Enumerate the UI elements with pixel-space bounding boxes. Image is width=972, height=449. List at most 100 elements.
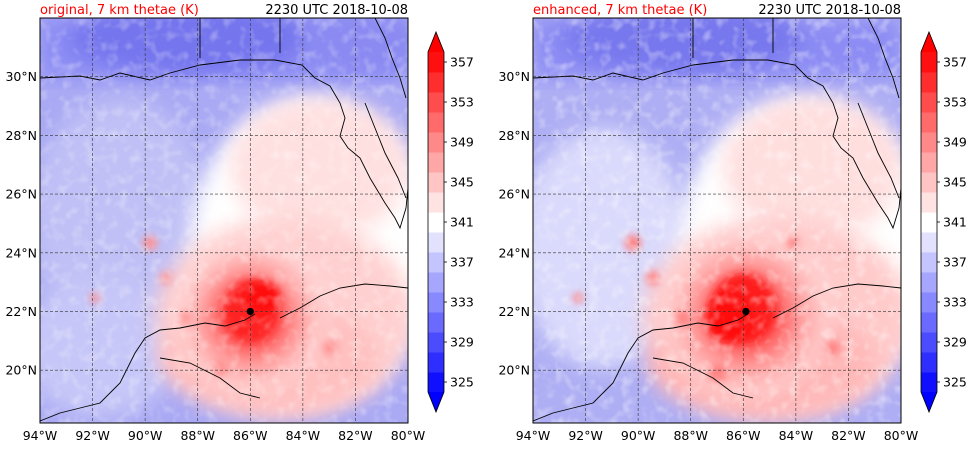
panel-enhanced: 94°W 92°W 90°W 88°W 86°W 84°W 82°W 80°W 20°N 22°N…	[498, 3, 966, 443]
colorbar-bin	[428, 252, 444, 273]
colorbar-bin	[921, 192, 937, 213]
colorbar-bin	[428, 312, 444, 333]
colorbar-tick-label: 341	[943, 215, 967, 230]
lat-tick-label: 26°N	[498, 187, 530, 202]
lat-tick-label: 30°N	[498, 69, 530, 84]
colorbar-tick-label: 329	[450, 335, 474, 350]
lat-tick-label: 28°N	[498, 128, 530, 143]
map-frame-original	[39, 17, 409, 424]
lon-tick-label: 94°W	[516, 428, 551, 443]
colorbar-tick-label: 349	[450, 135, 474, 150]
lon-tick-label: 82°W	[338, 428, 373, 443]
colorbar-bin	[428, 52, 444, 73]
panel-title-right: 2230 UTC 2018-10-08	[758, 3, 901, 18]
colorbar-extend-over	[921, 32, 937, 52]
lon-tick-label: 80°W	[884, 428, 919, 443]
colorbar-tick-label: 349	[943, 135, 967, 150]
panel-title-left: enhanced, 7 km thetae (K)	[533, 3, 707, 18]
colorbar-bin	[428, 232, 444, 253]
lat-tick-label: 28°N	[5, 128, 37, 143]
colorbar-bin	[921, 152, 937, 173]
colorbar-bin	[428, 72, 444, 93]
colorbar-bin	[921, 72, 937, 93]
colorbar-bin	[428, 372, 444, 393]
lon-tick-label: 86°W	[726, 428, 761, 443]
colorbar-tick-label: 357	[943, 55, 967, 70]
lon-tick-label: 92°W	[75, 428, 110, 443]
panel-original: 94°W 92°W 90°W 88°W 86°W 84°W 82°W 80°W 20°N 22°N…	[5, 3, 473, 443]
colorbar-bin	[428, 172, 444, 193]
lon-tick-label: 86°W	[233, 428, 268, 443]
colorbar-bin	[921, 312, 937, 333]
colorbar-bin	[921, 272, 937, 293]
colorbar-extend-under	[428, 392, 444, 412]
lat-tick-label: 26°N	[5, 187, 37, 202]
lon-tick-label: 88°W	[180, 428, 215, 443]
colorbar-extend-over	[428, 32, 444, 52]
lat-tick-label: 22°N	[5, 304, 37, 319]
colorbar-bin	[921, 172, 937, 193]
colorbar-tick-label: 333	[450, 295, 474, 310]
colorbar-bin	[921, 132, 937, 153]
colorbar-tick-label: 341	[450, 215, 474, 230]
colorbar-bin	[921, 52, 937, 73]
colorbar-original: 325 329 333 337 341 345 349 353 357	[427, 30, 474, 414]
colorbar-tick-label: 345	[943, 175, 967, 190]
gridlines-original	[40, 18, 408, 423]
colorbar-bin	[428, 272, 444, 293]
colorbar-outline	[427, 30, 445, 414]
colorbar-bin	[921, 372, 937, 393]
thetae-field-original	[40, 18, 408, 423]
colorbar-bin	[428, 132, 444, 153]
lat-tick-label: 30°N	[5, 69, 37, 84]
panel-title-right: 2230 UTC 2018-10-08	[265, 3, 408, 18]
colorbar-bin	[921, 352, 937, 373]
lon-tick-label: 90°W	[128, 428, 163, 443]
lon-tick-label: 84°W	[286, 428, 321, 443]
colorbar-extend-under	[921, 392, 937, 412]
colorbar-enhanced: 325 329 333 337 341 345 349 353 357	[920, 30, 967, 414]
colorbar-bin	[428, 352, 444, 373]
lat-tick-label: 24°N	[5, 245, 37, 260]
panel-title-left: original, 7 km thetae (K)	[40, 3, 199, 18]
colorbar-bin	[428, 92, 444, 113]
colorbar-outline	[920, 30, 938, 414]
lon-tick-label: 84°W	[779, 428, 814, 443]
lon-tick-label: 88°W	[673, 428, 708, 443]
colorbar-tick-label: 337	[450, 255, 474, 270]
colorbar-bin	[428, 192, 444, 213]
colorbar-bin	[428, 212, 444, 233]
colorbar-bin	[921, 92, 937, 113]
colorbar-bin	[921, 292, 937, 313]
lon-tick-label: 94°W	[23, 428, 58, 443]
colorbar-bin	[428, 292, 444, 313]
colorbar-tick-label: 353	[450, 95, 474, 110]
lat-tick-label: 24°N	[498, 245, 530, 260]
tick-labels-original: 94°W 92°W 90°W 88°W 86°W 84°W 82°W 80°W 20°N 22°N…	[5, 69, 425, 443]
colorbar-tick-label: 329	[943, 335, 967, 350]
colorbar-bin	[921, 232, 937, 253]
colorbar-bin	[428, 332, 444, 353]
lon-tick-label: 90°W	[621, 428, 656, 443]
colorbar-tick-label: 345	[450, 175, 474, 190]
lat-tick-label: 20°N	[5, 363, 37, 378]
lat-tick-label: 20°N	[498, 363, 530, 378]
lon-tick-label: 80°W	[391, 428, 426, 443]
storm-center-marker	[742, 307, 750, 316]
colorbar-bin	[428, 152, 444, 173]
colorbar-tick-label: 325	[450, 375, 474, 390]
lon-tick-label: 92°W	[568, 428, 603, 443]
colorbar-tick-label: 357	[450, 55, 474, 70]
lat-tick-label: 22°N	[498, 304, 530, 319]
storm-center-marker	[246, 307, 254, 316]
colorbar-bin	[921, 112, 937, 133]
thetae-field-enhanced	[533, 18, 901, 423]
colorbar-tick-label: 325	[943, 375, 967, 390]
colorbar-bin	[921, 212, 937, 233]
lon-tick-label: 82°W	[831, 428, 866, 443]
colorbar-bin	[921, 332, 937, 353]
gridlines-enhanced	[533, 18, 901, 423]
colorbar-tick-label: 333	[943, 295, 967, 310]
map-frame-enhanced	[532, 17, 902, 424]
